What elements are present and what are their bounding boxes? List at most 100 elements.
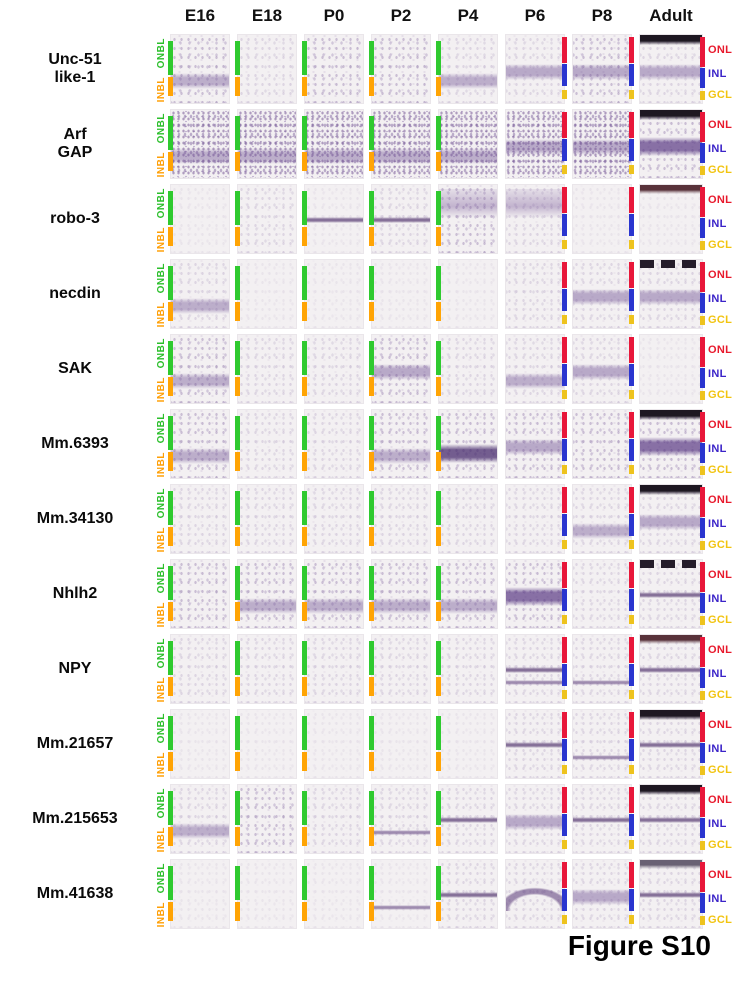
tissue-image — [304, 409, 364, 479]
micrograph-tile — [302, 34, 364, 104]
micrograph-tile — [639, 334, 705, 404]
onl-bar — [562, 36, 567, 64]
micrograph-tile — [369, 334, 431, 404]
onl-bar — [562, 336, 567, 364]
micrograph-tile — [572, 709, 634, 779]
inbl-bar — [436, 827, 441, 846]
inl-bar — [700, 517, 705, 538]
onbl-bar — [235, 866, 240, 900]
micrograph-tile — [235, 184, 297, 254]
onl-label: ONL — [708, 643, 733, 656]
stain-band-low-strong — [439, 444, 497, 464]
inl-bar — [700, 292, 705, 313]
tissue-image — [304, 184, 364, 254]
tissue-image — [237, 484, 297, 554]
inbl-bar — [235, 452, 240, 471]
onl-bar — [629, 861, 634, 889]
tissue-image — [237, 634, 297, 704]
onl-bar — [629, 261, 634, 289]
onbl-bar — [168, 566, 173, 600]
onbl-bar — [168, 416, 173, 450]
early-layer-axis: ONBL INBL — [154, 634, 168, 704]
inl-bar — [700, 442, 705, 463]
stain-band-low — [171, 298, 229, 315]
tissue-image — [572, 334, 632, 404]
stain-band-low — [238, 598, 296, 615]
inbl-bar — [302, 827, 307, 846]
gcl-label: GCL — [708, 314, 733, 327]
onbl-bar — [168, 866, 173, 900]
inbl-bar — [168, 527, 173, 546]
inl-label: INL — [708, 667, 727, 680]
onl-bar — [562, 861, 567, 889]
onbl-bar — [168, 791, 173, 825]
tissue-image — [438, 184, 498, 254]
inl-bar — [629, 139, 634, 161]
micrograph-tile — [505, 859, 567, 929]
onbl-bar — [369, 116, 374, 150]
inbl-bar — [369, 452, 374, 471]
stain-band-darktop — [640, 785, 702, 796]
onl-bar — [700, 111, 705, 142]
tissue-image — [170, 709, 230, 779]
inl-bar — [700, 217, 705, 238]
gcl-bar — [629, 540, 634, 550]
inbl-bar — [168, 77, 173, 96]
inl-label: INL — [708, 892, 727, 905]
inl-bar — [562, 814, 567, 836]
onbl-bar — [168, 341, 173, 375]
tissue-image — [572, 784, 632, 854]
tissue-image — [170, 559, 230, 629]
micrograph-tile — [302, 184, 364, 254]
micrograph-tile — [369, 859, 431, 929]
onbl-label: ONBL — [155, 638, 167, 669]
inl-bar — [629, 439, 634, 461]
inbl-bar — [302, 452, 307, 471]
column-header-P2: P2 — [390, 6, 412, 25]
column-header-P0: P0 — [323, 6, 345, 25]
micrograph-tile — [302, 634, 364, 704]
micrograph-tile — [369, 184, 431, 254]
inl-bar — [562, 514, 567, 536]
inl-bar — [629, 814, 634, 836]
inl-label: INL — [708, 442, 727, 455]
tissue-image — [304, 559, 364, 629]
gcl-bar — [562, 165, 567, 175]
gcl-label: GCL — [708, 239, 733, 252]
tissue-image — [371, 334, 431, 404]
inbl-bar — [235, 527, 240, 546]
onbl-bar — [302, 116, 307, 150]
micrograph-tile — [436, 259, 498, 329]
column-header-P8: P8 — [591, 6, 613, 25]
gene-label: Arf GAP — [57, 125, 93, 161]
micrograph-tile — [302, 334, 364, 404]
stain-band-low — [372, 448, 430, 465]
inl-label: INL — [708, 817, 727, 830]
tissue-image — [170, 634, 230, 704]
stain-band-mid — [506, 813, 564, 830]
inl-label: INL — [708, 142, 727, 155]
adult-layer-axis: ONL INL GCL — [706, 334, 740, 404]
onl-bar — [562, 711, 567, 739]
gene-row: Arf GAP ONBL INBL ONL INL GCL — [0, 109, 740, 179]
inbl-bar — [436, 152, 441, 171]
micrograph-tile — [436, 409, 498, 479]
micrograph-tile — [436, 559, 498, 629]
micrograph-tile — [235, 334, 297, 404]
inbl-bar — [168, 677, 173, 696]
onl-bar — [629, 711, 634, 739]
stain-band-upper — [506, 189, 564, 218]
onbl-bar — [369, 191, 374, 225]
stain-band-mid — [573, 363, 631, 380]
micrograph-tile — [235, 259, 297, 329]
tissue-image — [505, 259, 565, 329]
inbl-bar — [168, 827, 173, 846]
micrograph-tile — [302, 409, 364, 479]
tissue-image — [371, 559, 431, 629]
micrograph-tile — [505, 34, 567, 104]
micrograph-tile — [639, 184, 705, 254]
tissue-image — [237, 109, 297, 179]
inbl-bar — [436, 752, 441, 771]
onl-bar — [629, 36, 634, 64]
micrograph-tile — [235, 859, 297, 929]
